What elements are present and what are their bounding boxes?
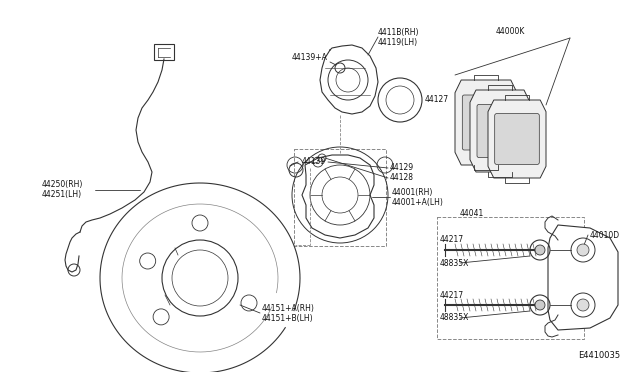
- Text: 48835X: 48835X: [440, 314, 469, 323]
- Text: 44127: 44127: [425, 96, 449, 105]
- Text: 44251(LH): 44251(LH): [42, 190, 82, 199]
- Text: 4411B(RH): 4411B(RH): [378, 28, 419, 36]
- Circle shape: [577, 244, 589, 256]
- Text: E4410035: E4410035: [578, 351, 620, 360]
- Text: 44001+A(LH): 44001+A(LH): [392, 198, 444, 206]
- Text: 44250(RH): 44250(RH): [42, 180, 83, 189]
- Text: 44129: 44129: [390, 164, 414, 173]
- Polygon shape: [548, 225, 618, 330]
- Polygon shape: [302, 155, 374, 238]
- Circle shape: [577, 299, 589, 311]
- Polygon shape: [488, 100, 546, 178]
- FancyBboxPatch shape: [495, 113, 540, 164]
- Text: 44151+A(RH): 44151+A(RH): [262, 304, 315, 312]
- Text: 44151+B(LH): 44151+B(LH): [262, 314, 314, 323]
- Text: 44041: 44041: [460, 209, 484, 218]
- Text: 44217: 44217: [440, 235, 464, 244]
- Circle shape: [535, 245, 545, 255]
- FancyBboxPatch shape: [477, 105, 523, 158]
- FancyBboxPatch shape: [154, 44, 174, 60]
- Text: 44217: 44217: [440, 291, 464, 299]
- Text: 44139+A: 44139+A: [292, 54, 328, 62]
- Text: 44001(RH): 44001(RH): [392, 187, 433, 196]
- Text: 44128: 44128: [390, 173, 414, 183]
- FancyBboxPatch shape: [462, 95, 509, 150]
- Text: 48835X: 48835X: [440, 259, 469, 267]
- Polygon shape: [470, 90, 530, 172]
- Text: 44139: 44139: [302, 157, 326, 167]
- Circle shape: [535, 300, 545, 310]
- Text: 44000K: 44000K: [496, 28, 525, 36]
- Polygon shape: [455, 80, 517, 165]
- Text: 44010D: 44010D: [590, 231, 620, 240]
- Text: 44119(LH): 44119(LH): [378, 38, 418, 46]
